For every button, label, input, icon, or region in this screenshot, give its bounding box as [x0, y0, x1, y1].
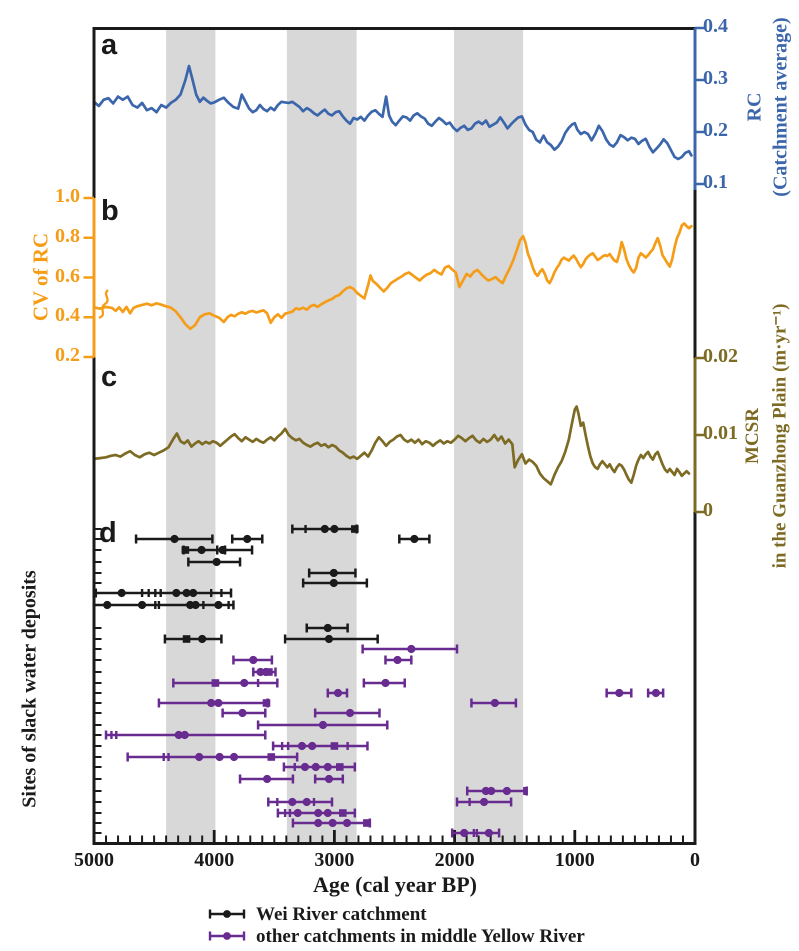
legend-label: other catchments in middle Yellow River	[256, 925, 585, 947]
error-bar-other	[384, 655, 413, 665]
x-tick-label: 3000	[314, 849, 355, 871]
error-bar-other	[362, 678, 406, 688]
error-bar-other	[104, 730, 267, 740]
error-bar-wei	[283, 634, 379, 644]
x-tick-label: 2000	[434, 849, 475, 871]
error-bar-other	[291, 818, 372, 828]
highlight-band	[454, 30, 524, 842]
series-line-a	[92, 64, 693, 161]
error-bar-other	[455, 797, 513, 807]
error-bar-other	[313, 774, 345, 784]
rc-tick-label: 0.2	[703, 119, 728, 141]
panel-a-letter: a	[101, 29, 118, 61]
panel-c-letter: c	[101, 361, 118, 393]
error-bar-wei	[305, 623, 349, 633]
x-axis-title: Age (cal year BP)	[313, 872, 477, 897]
error-bar-wei	[291, 524, 359, 534]
error-bar-wei	[301, 578, 369, 588]
error-bar-other	[605, 688, 633, 698]
legend-errorbar-marker-icon	[208, 909, 246, 919]
error-bar-wei	[94, 588, 233, 598]
series-line-c	[92, 405, 691, 486]
mcsr-tick-label: 0.01	[703, 422, 738, 444]
rc-tick-label: 0.4	[703, 15, 728, 37]
series-line-b	[92, 222, 693, 331]
x-tick-label: 5000	[74, 849, 114, 871]
cv-tick-label: 0.8	[55, 224, 80, 247]
error-bar-other	[646, 688, 665, 698]
error-bar-wei	[230, 534, 264, 544]
x-tick-label: 1000	[554, 849, 595, 871]
error-bar-other	[450, 828, 501, 838]
cv-tick-label: 0.6	[55, 264, 80, 287]
legend: Wei River catchment other catchments in m…	[206, 903, 585, 947]
error-bar-other	[271, 741, 369, 751]
error-bar-wei	[187, 557, 242, 567]
legend-label: Wei River catchment	[256, 903, 427, 925]
error-bar-other	[172, 678, 279, 688]
error-bar-other	[252, 667, 277, 677]
error-bar-other	[313, 708, 381, 718]
error-bar-other	[126, 752, 299, 762]
error-bar-other	[361, 644, 459, 654]
highlight-band	[286, 30, 357, 842]
error-bar-other	[326, 688, 349, 698]
error-bar-other	[238, 774, 295, 784]
error-bar-other	[282, 762, 357, 772]
highlight-band	[166, 30, 216, 842]
legend-item-wei: Wei River catchment	[206, 903, 585, 925]
error-bar-other	[256, 720, 389, 730]
legend-item-other: other catchments in middle Yellow River	[206, 925, 585, 947]
error-bar-other	[465, 786, 528, 796]
error-bar-other	[267, 797, 334, 807]
legend-errorbar-marker-icon	[208, 931, 246, 941]
mcsr-tick-label: 0	[703, 499, 713, 521]
cv-tick-label: 0.4	[55, 304, 80, 327]
axis-title-catchment-average: (Catchment average)	[769, 17, 792, 197]
axis-title-sites-of-slack-water-deposits: Sites of slack water deposits	[18, 570, 41, 808]
cv-tick-label: 0.2	[55, 344, 80, 366]
cv-tick-label: 1.0	[55, 185, 80, 207]
error-bar-other	[276, 808, 357, 818]
error-bar-wei	[215, 545, 254, 555]
x-tick-label: 0	[690, 849, 700, 871]
panel-b-letter: b	[101, 195, 119, 227]
error-bar-wei	[134, 534, 214, 544]
rc-tick-label: 0.3	[703, 67, 728, 89]
x-tick-label: 4000	[194, 849, 235, 871]
error-bar-other	[232, 655, 274, 665]
rc-tick-label: 0.1	[703, 171, 728, 193]
error-bar-other	[470, 698, 518, 708]
panel-d-letter: d	[99, 517, 117, 549]
error-bar-other	[221, 708, 267, 718]
error-bar-wei	[307, 568, 357, 578]
error-bar-wei	[163, 634, 223, 644]
error-bar-other	[157, 698, 271, 708]
axis-title-rc: RC	[743, 92, 766, 122]
axis-break-squiggle	[98, 289, 109, 320]
mcsr-tick-label: 0.02	[703, 345, 738, 367]
error-bar-wei	[92, 600, 235, 610]
error-bar-wei	[398, 534, 431, 544]
axis-title-guanzhong-plain: in the Guanzhong Plain (m·yr⁻¹)	[769, 303, 791, 569]
